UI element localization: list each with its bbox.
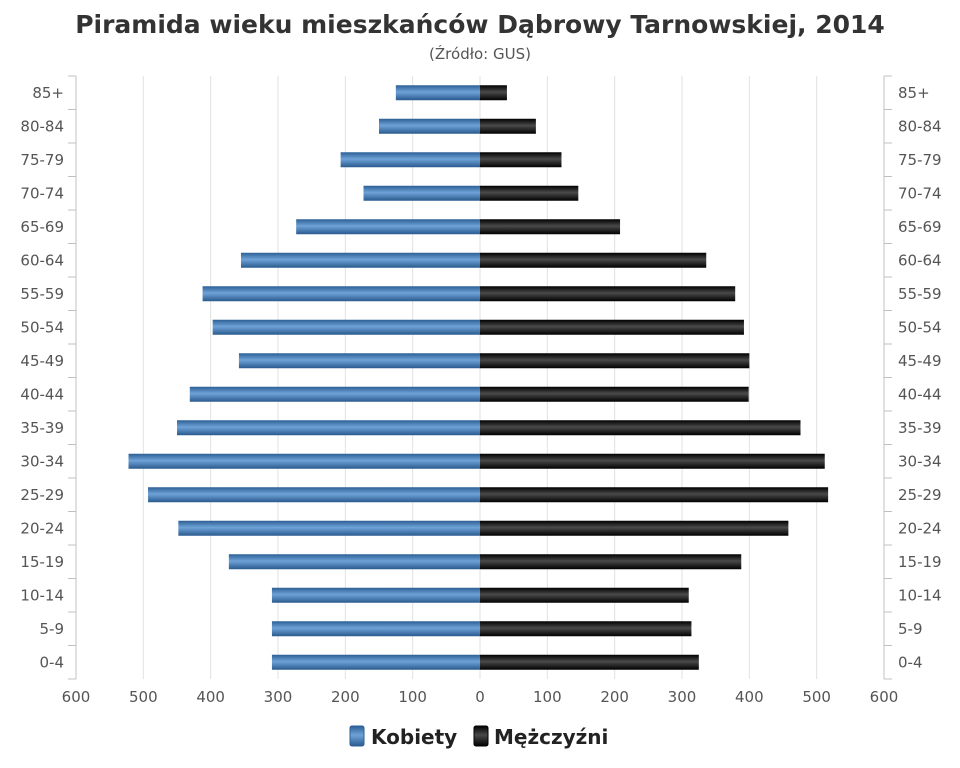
- bar-mezczyzni: [480, 286, 736, 302]
- x-tick-label: 100: [533, 688, 562, 706]
- bar-mezczyzni: [480, 319, 744, 335]
- category-label-right: 10-14: [898, 586, 942, 604]
- category-label-left: 35-39: [20, 419, 64, 437]
- category-label-right: 35-39: [898, 419, 942, 437]
- bar-mezczyzni: [480, 453, 825, 469]
- bar-kobiety: [296, 219, 480, 235]
- bar-kobiety: [178, 520, 480, 536]
- legend-label-mezczyzni: Mężczyźni: [494, 725, 608, 749]
- category-label-left: 50-54: [20, 318, 64, 336]
- x-tick-label: 400: [196, 688, 225, 706]
- category-label-right: 40-44: [898, 385, 942, 403]
- bar-kobiety: [228, 554, 480, 570]
- bar-mezczyzni: [480, 487, 829, 503]
- x-tick-label: 500: [802, 688, 831, 706]
- bar-mezczyzni: [480, 554, 742, 570]
- bar-kobiety: [271, 621, 480, 637]
- category-label-right: 5-9: [898, 620, 923, 638]
- bar-kobiety: [379, 118, 480, 134]
- category-label-left: 80-84: [20, 117, 64, 135]
- bar-kobiety: [238, 353, 480, 369]
- category-label-left: 0-4: [40, 653, 65, 671]
- category-label-left: 30-34: [20, 452, 64, 470]
- chart-title: Piramida wieku mieszkańców Dąbrowy Tarno…: [75, 10, 885, 39]
- legend-swatch-kobiety: [349, 725, 365, 747]
- category-label-right: 20-24: [898, 519, 942, 537]
- category-label-left: 40-44: [20, 385, 64, 403]
- x-tick-label: 300: [264, 688, 293, 706]
- bar-mezczyzni: [480, 386, 749, 402]
- bar-kobiety: [395, 85, 480, 101]
- category-label-left: 55-59: [20, 285, 64, 303]
- bar-mezczyzni: [480, 118, 536, 134]
- x-tick-label: 400: [735, 688, 764, 706]
- bar-mezczyzni: [480, 85, 507, 101]
- category-label-left: 65-69: [20, 218, 64, 236]
- bar-kobiety: [177, 420, 480, 436]
- bar-mezczyzni: [480, 621, 692, 637]
- bar-kobiety: [202, 286, 480, 302]
- category-label-right: 65-69: [898, 218, 942, 236]
- bar-mezczyzni: [480, 152, 562, 168]
- chart-subtitle: (Źródło: GUS): [429, 44, 531, 63]
- legend-swatch-mezczyzni: [473, 725, 489, 747]
- bar-kobiety: [271, 654, 480, 670]
- bar-kobiety: [240, 252, 480, 268]
- category-label-left: 60-64: [20, 251, 64, 269]
- category-label-right: 0-4: [898, 653, 923, 671]
- x-tick-label: 300: [668, 688, 697, 706]
- legend-label-kobiety: Kobiety: [371, 725, 457, 749]
- labels-layer: 600 500 400 300 200 100 0 100 200 300 400 500 600 85+…: [20, 84, 941, 706]
- bar-kobiety: [189, 386, 480, 402]
- bar-kobiety: [271, 587, 480, 603]
- category-label-right: 70-74: [898, 184, 942, 202]
- bar-kobiety: [128, 453, 480, 469]
- bar-kobiety: [212, 319, 481, 335]
- category-label-right: 80-84: [898, 117, 942, 135]
- category-label-left: 70-74: [20, 184, 64, 202]
- x-tick-label: 100: [398, 688, 427, 706]
- category-label-left: 85+: [32, 84, 64, 102]
- category-label-left: 45-49: [20, 352, 64, 370]
- category-label-left: 75-79: [20, 151, 64, 169]
- category-label-left: 20-24: [20, 519, 64, 537]
- bar-kobiety: [340, 152, 480, 168]
- x-tick-label: 600: [62, 688, 91, 706]
- bar-kobiety: [363, 185, 480, 201]
- category-label-left: 10-14: [20, 586, 64, 604]
- category-label-right: 85+: [898, 84, 930, 102]
- category-label-right: 25-29: [898, 486, 942, 504]
- category-label-right: 45-49: [898, 352, 942, 370]
- bar-mezczyzni: [480, 185, 579, 201]
- x-tick-label: 600: [870, 688, 899, 706]
- x-tick-label: 500: [129, 688, 158, 706]
- bar-mezczyzni: [480, 587, 689, 603]
- bars-layer: [128, 85, 829, 670]
- category-label-left: 5-9: [40, 620, 65, 638]
- bar-mezczyzni: [480, 219, 621, 235]
- x-tick-label: 0: [475, 688, 485, 706]
- bar-mezczyzni: [480, 252, 707, 268]
- legend: Kobiety Mężczyźni: [349, 725, 608, 749]
- category-label-right: 50-54: [898, 318, 942, 336]
- category-label-right: 55-59: [898, 285, 942, 303]
- category-label-left: 25-29: [20, 486, 64, 504]
- bar-mezczyzni: [480, 654, 699, 670]
- category-label-right: 15-19: [898, 553, 942, 571]
- category-label-right: 75-79: [898, 151, 942, 169]
- x-tick-label: 200: [331, 688, 360, 706]
- category-label-right: 60-64: [898, 251, 942, 269]
- grid-layer: [68, 75, 892, 680]
- bar-mezczyzni: [480, 520, 789, 536]
- category-label-right: 30-34: [898, 452, 942, 470]
- category-label-left: 15-19: [20, 553, 64, 571]
- bar-mezczyzni: [480, 353, 750, 369]
- x-tick-label: 200: [600, 688, 629, 706]
- bar-mezczyzni: [480, 420, 801, 436]
- bar-kobiety: [148, 487, 480, 503]
